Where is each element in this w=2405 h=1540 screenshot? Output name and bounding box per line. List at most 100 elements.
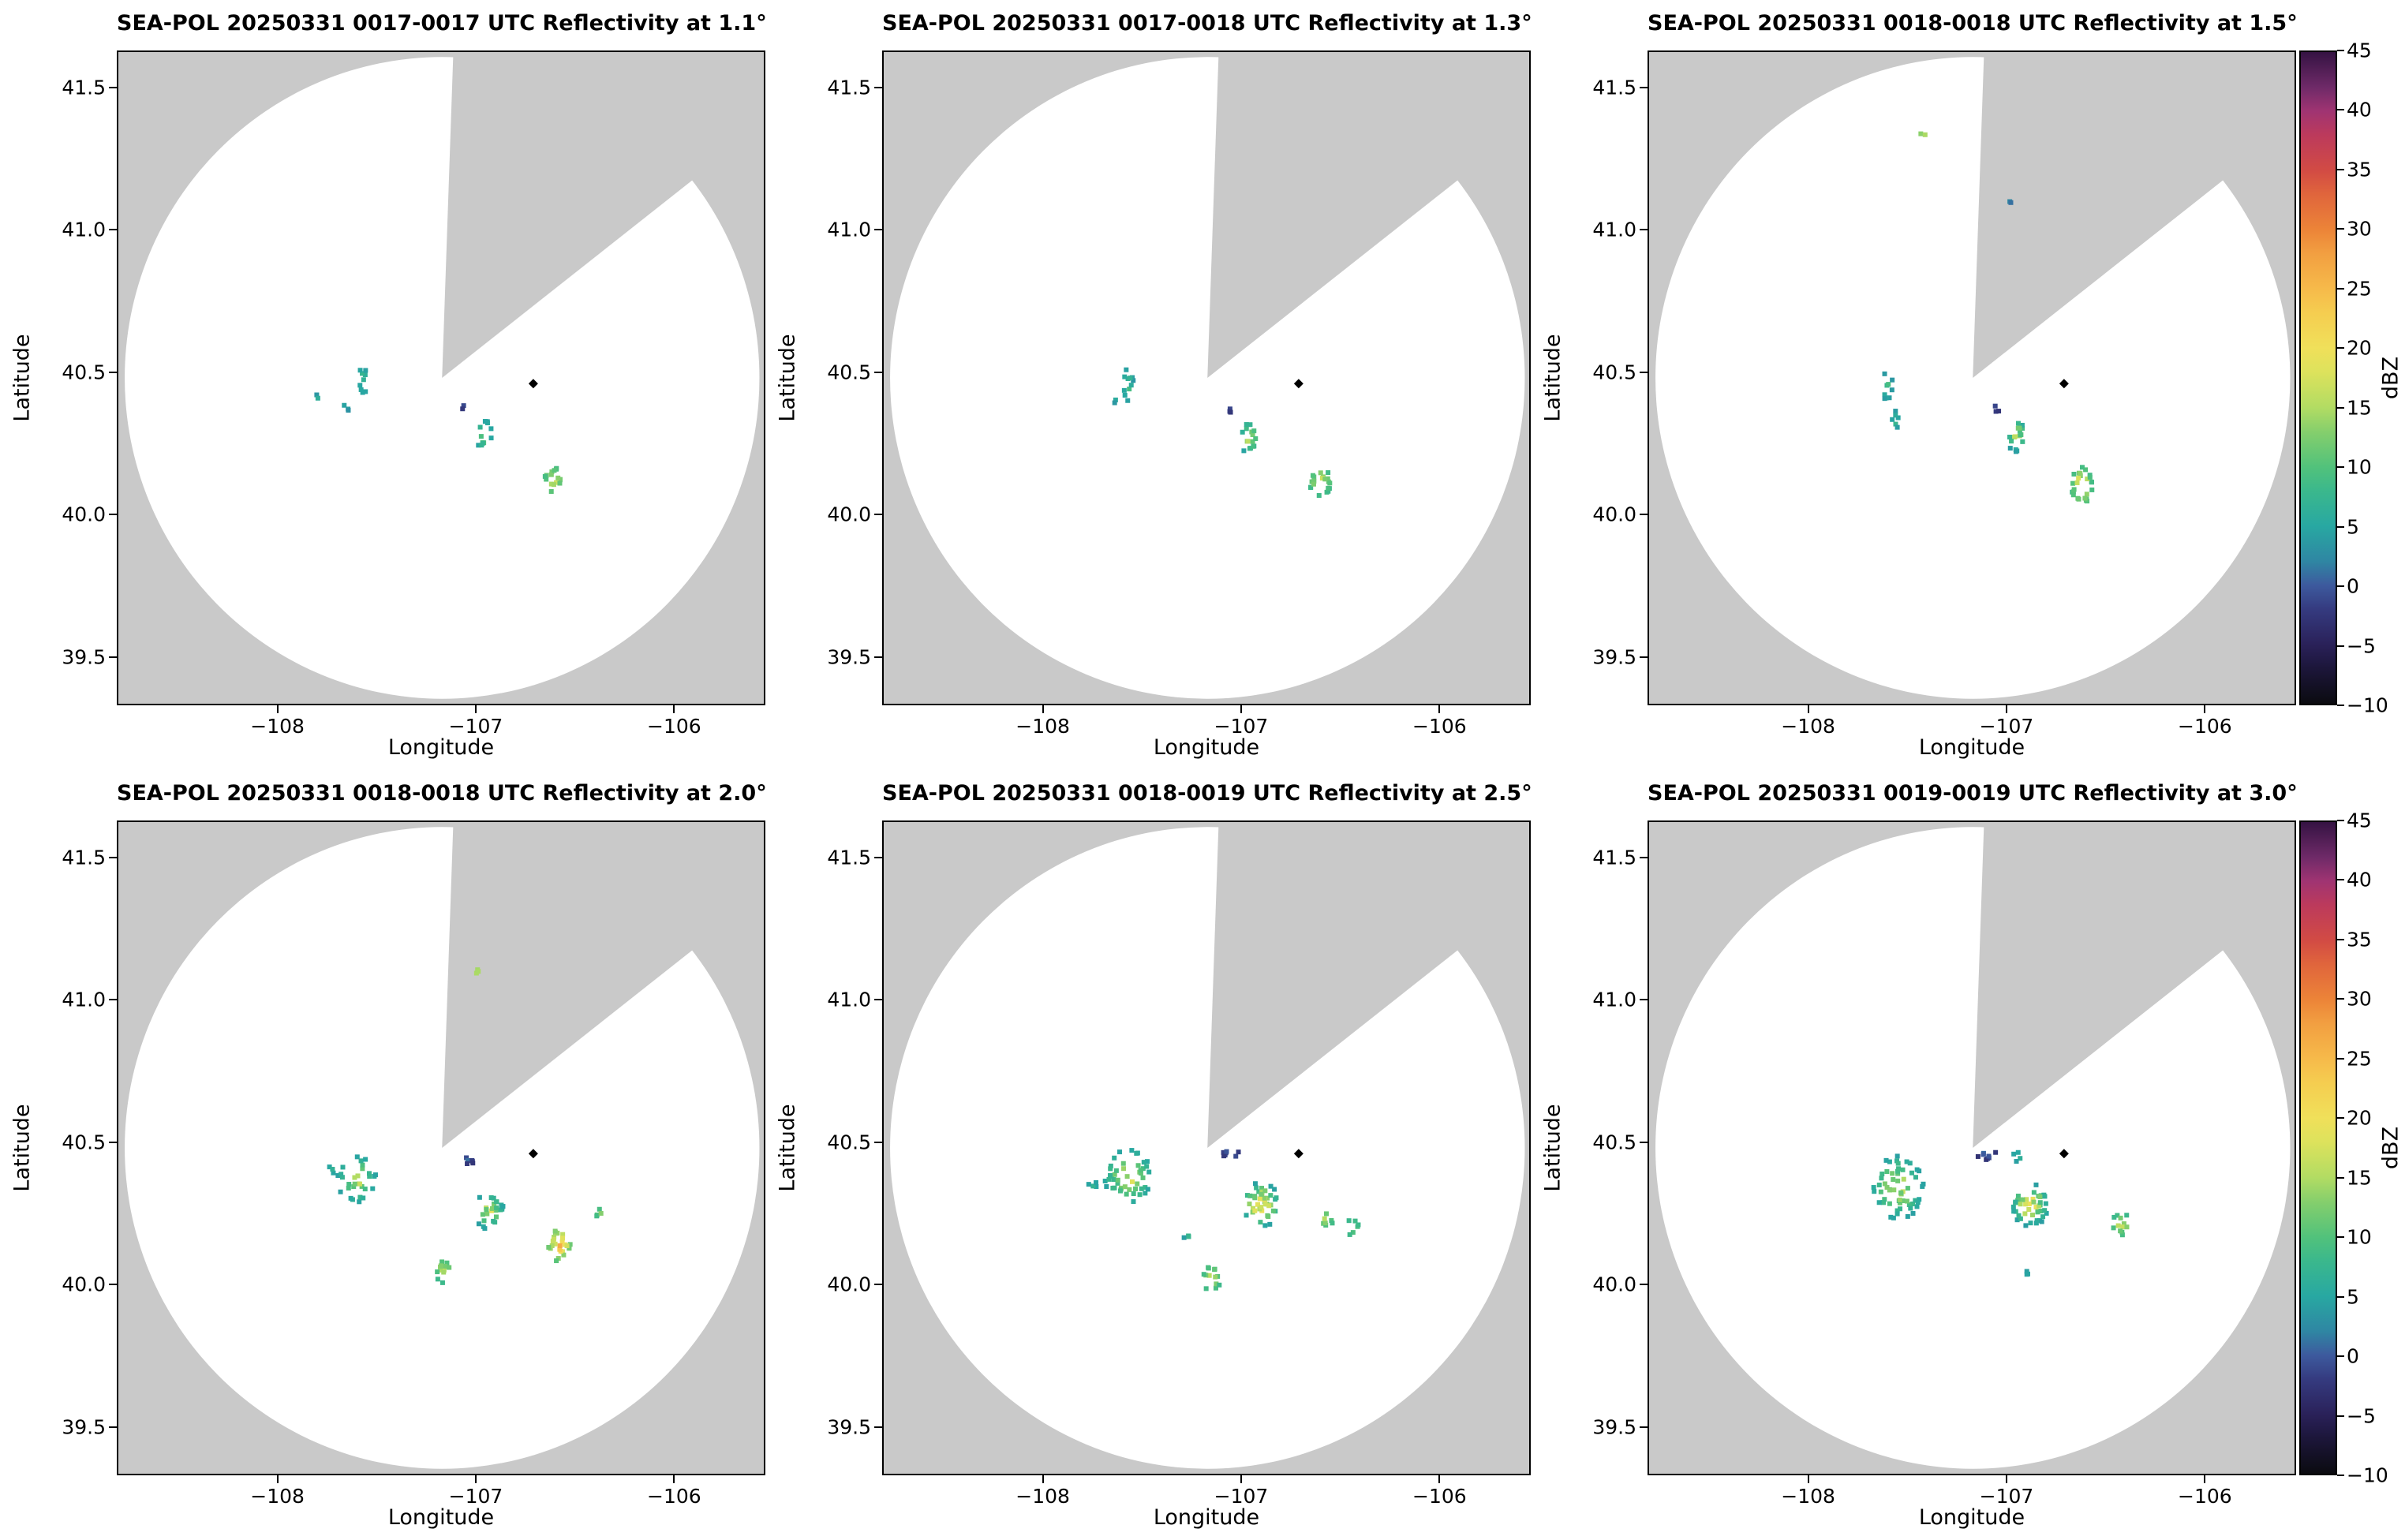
panel-title: SEA-POL 20250331 0017-0017 UTC Reflectiv… <box>117 11 767 36</box>
colorbar-tick-label: −5 <box>2347 634 2376 658</box>
colorbar-tick-mark <box>2337 998 2344 1000</box>
x-tick-label: −108 <box>1781 1485 1835 1508</box>
y-tick-mark <box>1640 856 1648 858</box>
radar-ppi-svg <box>882 820 1531 1475</box>
y-tick-label: 41.5 <box>827 846 871 869</box>
y-tick-mark <box>1640 229 1648 231</box>
colorbar-tick-mark <box>2337 705 2344 706</box>
y-tick-label: 40.5 <box>62 361 106 384</box>
y-tick-mark <box>109 1426 117 1428</box>
y-tick-label: 41.0 <box>827 988 871 1011</box>
x-tick-label: −107 <box>448 1485 503 1508</box>
colorbar-tick-label: 20 <box>2347 1106 2372 1130</box>
x-axis-label: Longitude <box>1153 735 1260 760</box>
y-tick-mark <box>109 86 117 88</box>
x-tick-mark <box>1240 1475 1242 1483</box>
colorbar-tick-label: 45 <box>2347 39 2372 62</box>
y-tick-mark <box>1640 86 1648 88</box>
panel-title: SEA-POL 20250331 0018-0018 UTC Reflectiv… <box>1648 11 2298 36</box>
y-tick-label: 41.5 <box>1592 76 1636 99</box>
colorbar-tick-label: 10 <box>2347 455 2372 479</box>
site-diamond-marker <box>528 1149 538 1159</box>
colorbar-gradient <box>2299 820 2337 1475</box>
y-tick-label: 39.5 <box>1592 645 1636 669</box>
x-axis-label: Longitude <box>387 735 495 760</box>
panel-reflectivity-3-0deg: SEA-POL 20250331 0019-0019 UTC Reflectiv… <box>1531 770 2298 1540</box>
site-diamond-marker <box>2059 1149 2069 1159</box>
x-axis-label: Longitude <box>1153 1505 1260 1530</box>
y-tick-label: 40.0 <box>62 503 106 526</box>
y-tick-mark <box>109 1284 117 1286</box>
x-tick-mark <box>1438 705 1441 713</box>
colorbar-tick-label: 35 <box>2347 928 2372 951</box>
x-tick-label: −106 <box>647 715 701 738</box>
colorbar-tick-mark <box>2337 466 2344 469</box>
colorbar-tick-mark <box>2337 585 2344 588</box>
colorbar-tick-mark <box>2337 1355 2344 1358</box>
colorbar-tick-mark <box>2337 1176 2344 1179</box>
y-tick-mark <box>874 1284 882 1286</box>
y-tick-mark <box>874 371 882 373</box>
x-tick-mark <box>1438 1475 1441 1483</box>
x-tick-mark <box>1240 705 1242 713</box>
site-diamond-marker <box>2059 379 2069 389</box>
colorbar-tick-label: −10 <box>2347 693 2388 717</box>
panel-reflectivity-1-3deg: SEA-POL 20250331 0017-0018 UTC Reflectiv… <box>765 0 1532 770</box>
y-tick-label: 41.0 <box>1592 988 1636 1011</box>
plot-area <box>117 820 765 1475</box>
panel-reflectivity-1-1deg: SEA-POL 20250331 0017-0017 UTC Reflectiv… <box>0 0 767 770</box>
panel-reflectivity-2-5deg: SEA-POL 20250331 0018-0019 UTC Reflectiv… <box>765 770 1532 1540</box>
site-diamond-marker <box>1293 1149 1303 1159</box>
colorbar-tick-mark <box>2337 645 2344 647</box>
colorbar-tick-label: 30 <box>2347 217 2372 241</box>
x-tick-label: −108 <box>1015 1485 1070 1508</box>
x-tick-mark <box>276 1475 279 1483</box>
x-tick-label: −108 <box>250 715 305 738</box>
radar-ppi-svg <box>117 50 765 705</box>
plot-area <box>1648 50 2296 705</box>
y-tick-label: 40.0 <box>1592 503 1636 526</box>
y-tick-label: 41.5 <box>827 76 871 99</box>
figure-row-2: SEA-POL 20250331 0018-0018 UTC Reflectiv… <box>0 770 2405 1540</box>
colorbar-tick-label: −10 <box>2347 1463 2388 1487</box>
radar-ppi-svg <box>117 820 765 1475</box>
y-tick-label: 41.0 <box>1592 218 1636 241</box>
y-tick-mark <box>874 999 882 1001</box>
panel-title: SEA-POL 20250331 0017-0018 UTC Reflectiv… <box>882 11 1532 36</box>
x-tick-mark <box>276 705 279 713</box>
y-tick-label: 40.5 <box>1592 361 1636 384</box>
x-tick-mark <box>2204 1475 2206 1483</box>
colorbar-tick-mark <box>2337 50 2344 51</box>
x-tick-label: −108 <box>250 1485 305 1508</box>
colorbar-tick-mark <box>2337 820 2344 821</box>
colorbar-tick-mark <box>2337 228 2344 230</box>
y-tick-label: 40.0 <box>827 503 871 526</box>
x-tick-label: −107 <box>1214 715 1269 738</box>
x-tick-mark <box>1807 705 1809 713</box>
x-tick-label: −107 <box>1979 715 2034 738</box>
x-axis-label: Longitude <box>387 1505 495 1530</box>
radar-ppi-svg <box>882 50 1531 705</box>
colorbar-tick-label: 15 <box>2347 1166 2372 1190</box>
x-tick-mark <box>2005 1475 2007 1483</box>
colorbar-tick-mark <box>2337 938 2344 940</box>
radar-ppi-svg <box>1648 50 2296 705</box>
colorbar-tick-mark <box>2337 879 2344 881</box>
y-tick-mark <box>109 656 117 658</box>
x-tick-mark <box>673 1475 675 1483</box>
colorbar-tick-label: 10 <box>2347 1225 2372 1249</box>
plot-area <box>1648 820 2296 1475</box>
y-tick-mark <box>109 1141 117 1143</box>
colorbar-tick-mark <box>2337 1475 2344 1476</box>
y-tick-mark <box>109 371 117 373</box>
colorbar-tick-mark <box>2337 287 2344 290</box>
y-tick-mark <box>874 856 882 858</box>
y-tick-mark <box>1640 999 1648 1001</box>
panel-title: SEA-POL 20250331 0019-0019 UTC Reflectiv… <box>1648 781 2298 806</box>
panel-reflectivity-2-0deg: SEA-POL 20250331 0018-0018 UTC Reflectiv… <box>0 770 767 1540</box>
panel-reflectivity-1-5deg: SEA-POL 20250331 0018-0018 UTC Reflectiv… <box>1531 0 2298 770</box>
colorbar-tick-mark <box>2337 109 2344 111</box>
x-tick-label: −106 <box>647 1485 701 1508</box>
y-tick-mark <box>874 514 882 516</box>
